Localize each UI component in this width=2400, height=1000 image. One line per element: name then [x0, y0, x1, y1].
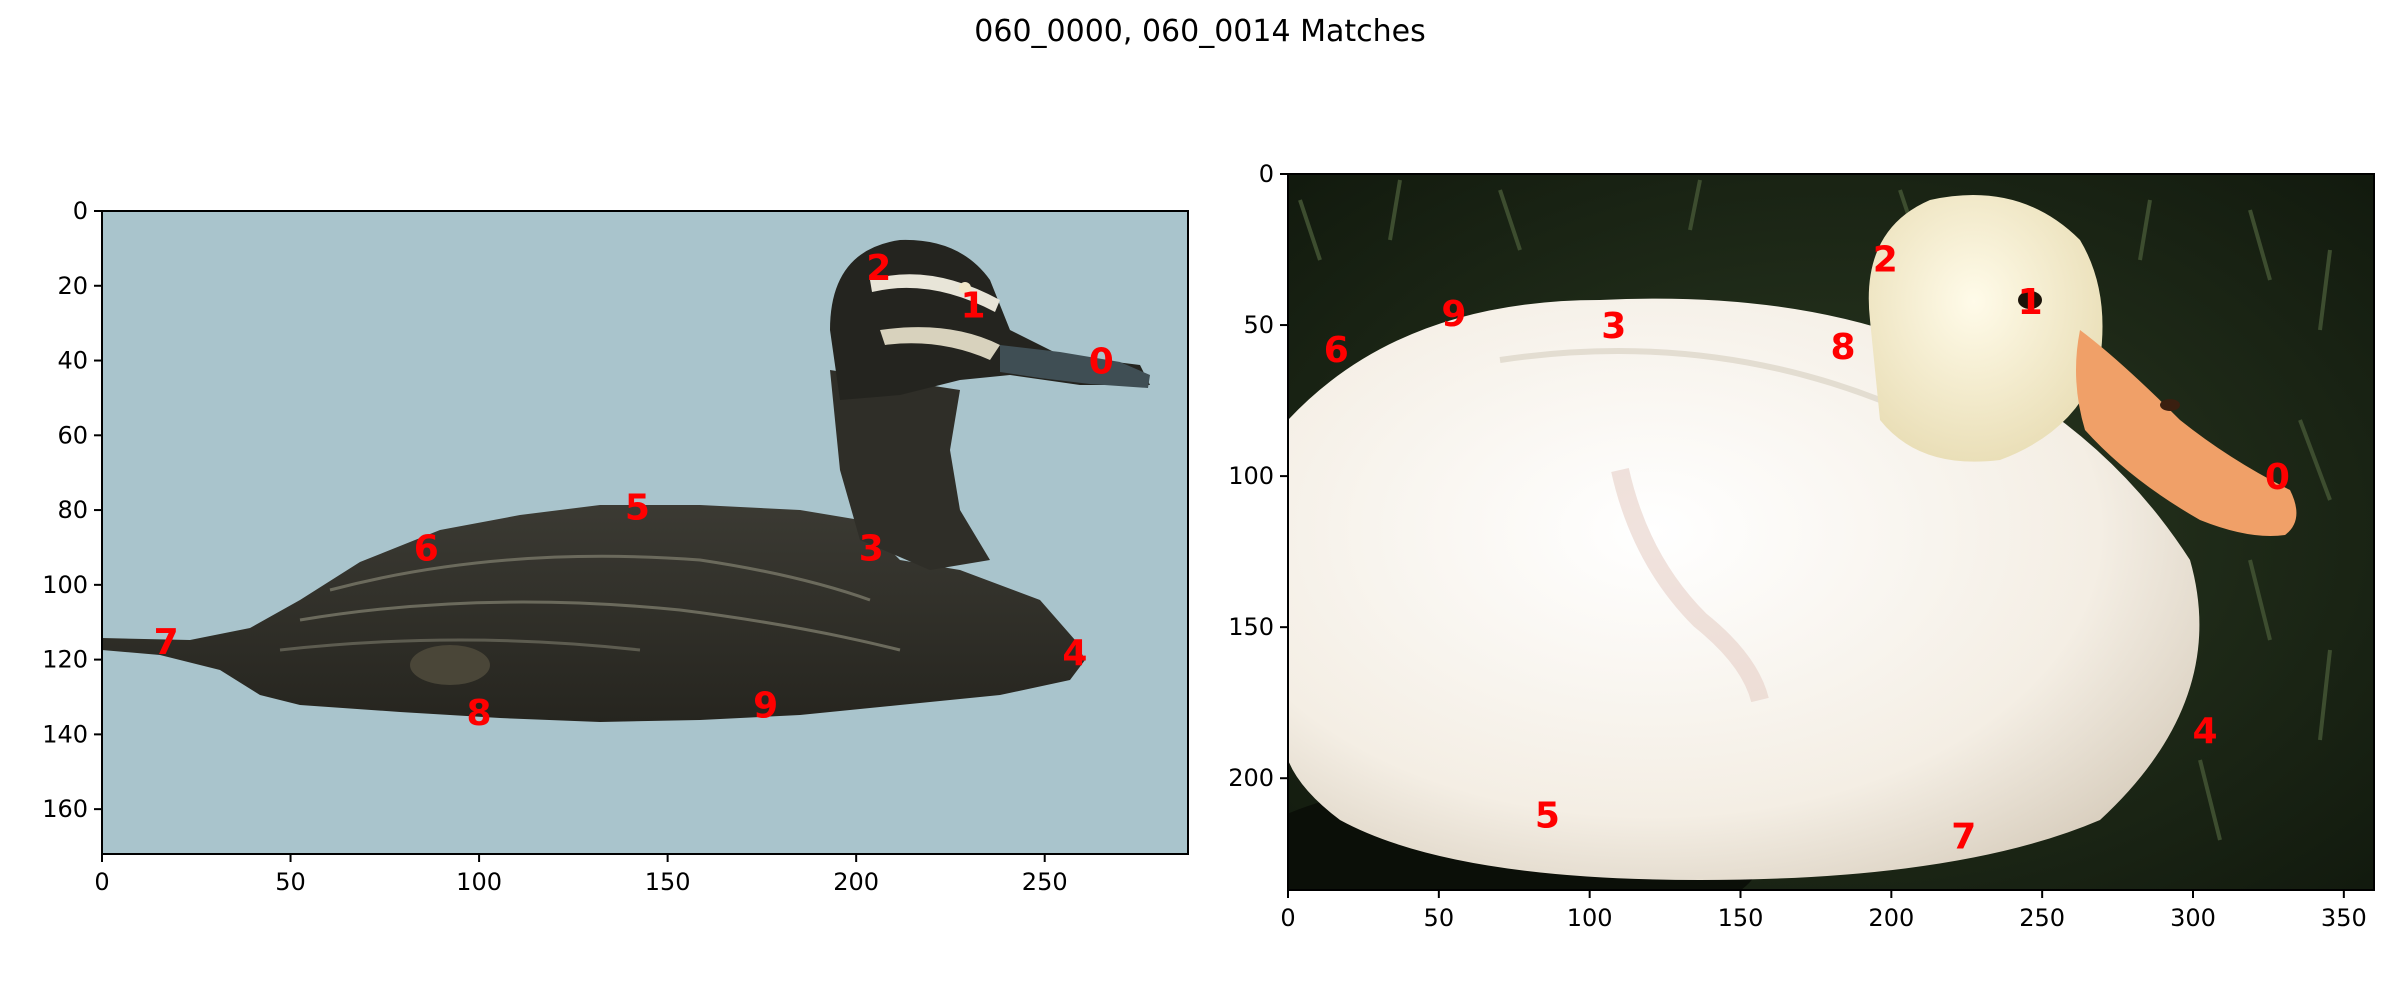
- x-tick-label: 0: [1280, 904, 1295, 932]
- x-tick-label: 300: [2170, 904, 2216, 932]
- figure-title: 060_0000, 060_0014 Matches: [974, 14, 1426, 49]
- keypoint-label-4: 4: [2193, 711, 2218, 752]
- x-tick-label: 150: [1718, 904, 1764, 932]
- y-tick-label: 60: [57, 421, 88, 449]
- keypoint-label-3: 3: [859, 528, 884, 569]
- left-image: [102, 211, 1188, 854]
- x-tick-label: 0: [94, 868, 109, 896]
- keypoint-label-8: 8: [467, 693, 492, 734]
- x-tick-label: 150: [645, 868, 691, 896]
- left-keypoints: 0 1 2 3 4 5 6 7 8 9: [154, 248, 1114, 734]
- left-x-axis: 0 50 100 150 200 250: [94, 854, 1068, 896]
- y-tick-label: 0: [73, 197, 88, 225]
- keypoint-label-2: 2: [1873, 240, 1898, 281]
- y-tick-label: 100: [1228, 462, 1274, 490]
- y-tick-label: 80: [57, 496, 88, 524]
- y-tick-label: 160: [42, 795, 88, 823]
- right-y-axis: 0 50 100 150 200: [1228, 160, 1288, 792]
- right-axes-frame: [1287, 173, 2375, 891]
- x-tick-label: 250: [2019, 904, 2065, 932]
- x-tick-label: 100: [1567, 904, 1613, 932]
- keypoint-label-9: 9: [1441, 294, 1466, 335]
- x-tick-label: 50: [1424, 904, 1455, 932]
- right-x-axis: 0 50 100 150 200 250 300 350: [1280, 890, 2367, 932]
- y-tick-label: 150: [1228, 613, 1274, 641]
- x-tick-label: 100: [456, 868, 502, 896]
- y-tick-label: 40: [57, 347, 88, 375]
- y-tick-label: 120: [42, 646, 88, 674]
- y-tick-label: 0: [1259, 160, 1274, 188]
- right-keypoints: 0 1 2 3 4 5 6 7 8 9: [1324, 240, 2290, 858]
- x-tick-label: 350: [2321, 904, 2367, 932]
- y-tick-label: 20: [57, 272, 88, 300]
- right-image: [1288, 174, 2374, 890]
- left-image-panel: 0 50 100 150 200 250 0 20 40 60 80 100 120 140 160 0 1…: [42, 197, 1189, 896]
- keypoint-label-1: 1: [961, 285, 986, 326]
- x-tick-label: 200: [833, 868, 879, 896]
- keypoint-label-5: 5: [1535, 795, 1560, 836]
- y-tick-label: 140: [42, 720, 88, 748]
- keypoint-label-2: 2: [866, 248, 891, 289]
- keypoint-label-9: 9: [753, 685, 778, 726]
- keypoint-label-8: 8: [1831, 327, 1856, 368]
- x-tick-label: 50: [275, 868, 306, 896]
- right-image-panel: 0 50 100 150 200 250 300 350 0 50 100 150 200 0 1 2 3 4…: [1228, 160, 2375, 932]
- x-tick-label: 250: [1022, 868, 1068, 896]
- keypoint-label-6: 6: [1324, 330, 1349, 371]
- left-y-axis: 0 20 40 60 80 100 120 140 160: [42, 197, 102, 823]
- keypoint-label-4: 4: [1062, 633, 1087, 674]
- y-tick-label: 200: [1228, 764, 1274, 792]
- x-tick-label: 200: [1868, 904, 1914, 932]
- keypoint-label-0: 0: [2265, 457, 2290, 498]
- keypoint-label-7: 7: [1951, 817, 1976, 858]
- y-tick-label: 50: [1243, 311, 1274, 339]
- keypoint-label-1: 1: [2018, 282, 2043, 323]
- keypoint-label-6: 6: [414, 528, 439, 569]
- y-tick-label: 100: [42, 571, 88, 599]
- keypoint-label-5: 5: [625, 487, 650, 528]
- keypoint-label-3: 3: [1601, 306, 1626, 347]
- keypoint-label-0: 0: [1089, 342, 1114, 383]
- left-axes-frame: [101, 210, 1189, 855]
- keypoint-label-7: 7: [154, 622, 179, 663]
